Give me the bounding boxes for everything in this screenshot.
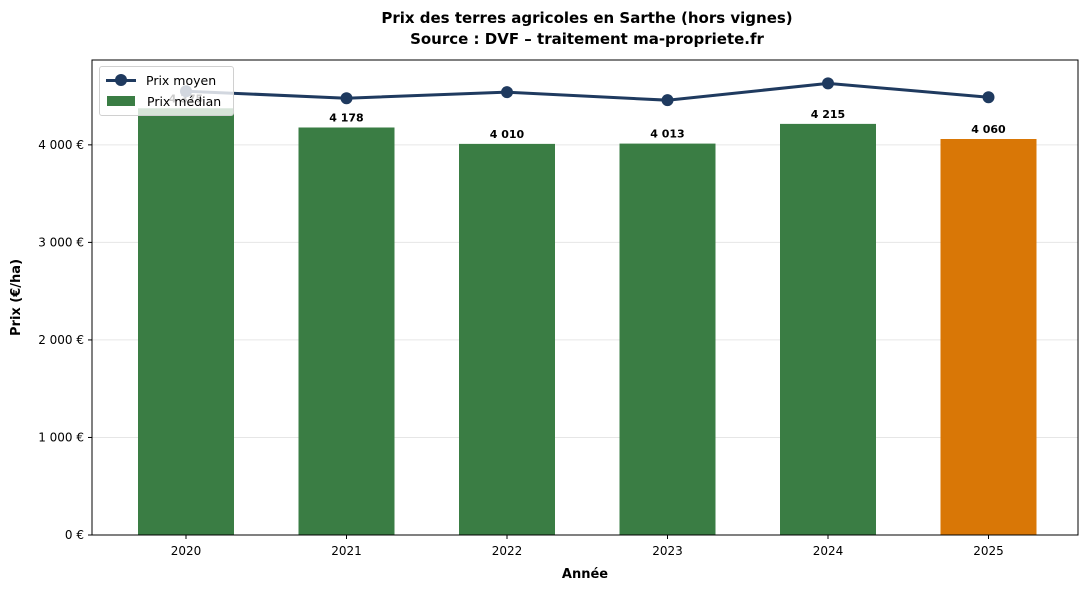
svg-text:1 000 €: 1 000 € [38,430,84,444]
chart-title: Prix des terres agricoles en Sarthe (hor… [92,8,1082,50]
legend-label: Prix médian [147,93,222,109]
svg-text:4 060: 4 060 [971,123,1006,136]
bar-2023 [619,143,716,535]
svg-text:3 000 €: 3 000 € [38,235,84,249]
bar-swatch-icon [107,96,135,106]
svg-text:2021: 2021 [331,544,362,558]
bar-2025 [940,139,1037,536]
svg-text:2023: 2023 [652,544,683,558]
svg-text:Année: Année [562,567,608,582]
svg-text:4 010: 4 010 [490,128,525,141]
svg-text:4 000 €: 4 000 € [38,138,84,152]
svg-text:0 €: 0 € [65,528,84,542]
svg-text:4 215: 4 215 [811,108,845,121]
legend-item-median: Prix médian [106,92,221,110]
svg-text:4 178: 4 178 [329,111,363,124]
subtitle-line: Source : DVF – traitement ma-propriete.f… [410,30,764,48]
legend: Prix moyen Prix médian [99,66,234,116]
bar-2024 [780,123,876,535]
bar-2021 [298,127,395,535]
legend-label: Prix moyen [146,72,217,88]
svg-text:2024: 2024 [813,544,844,558]
svg-text:2 000 €: 2 000 € [38,333,84,347]
svg-text:4 013: 4 013 [650,128,684,141]
title-line: Prix des terres agricoles en Sarthe (hor… [381,9,793,27]
svg-text:2025: 2025 [973,544,1004,558]
svg-text:Prix (€/ha): Prix (€/ha) [9,259,24,336]
legend-item-mean: Prix moyen [106,71,216,89]
bar-2022 [459,143,555,535]
svg-text:2022: 2022 [492,544,523,558]
bar-2020 [138,108,234,536]
svg-text:2020: 2020 [171,544,202,558]
line-marker-icon [106,73,136,86]
